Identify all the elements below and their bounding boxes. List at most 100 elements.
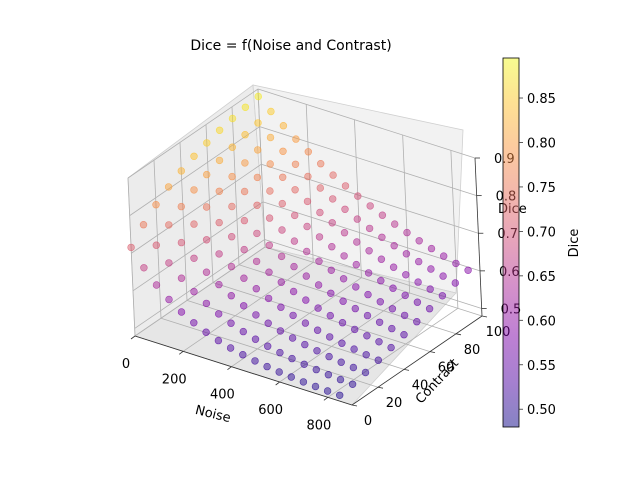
y-tick-mark bbox=[377, 386, 384, 389]
data-point bbox=[425, 305, 434, 313]
data-point bbox=[264, 294, 273, 303]
data-point bbox=[267, 107, 275, 116]
data-point bbox=[266, 187, 274, 195]
data-point bbox=[253, 201, 261, 210]
data-point bbox=[253, 173, 262, 182]
x-tick-mark bbox=[130, 335, 136, 340]
data-point bbox=[215, 187, 224, 196]
y-tick-label: 20 bbox=[386, 396, 403, 411]
data-point bbox=[288, 334, 297, 342]
data-point bbox=[439, 272, 447, 280]
data-point bbox=[279, 147, 287, 156]
data-point bbox=[389, 263, 398, 271]
data-point bbox=[452, 259, 460, 268]
data-point bbox=[365, 247, 373, 255]
y-tick-label: 0 bbox=[364, 414, 372, 429]
data-point bbox=[315, 233, 324, 241]
left-gridline-y bbox=[205, 124, 214, 283]
y-tick-mark bbox=[403, 369, 410, 371]
data-point bbox=[413, 318, 421, 326]
data-point bbox=[329, 195, 337, 203]
data-point bbox=[190, 254, 198, 262]
data-point bbox=[240, 245, 248, 254]
data-point bbox=[440, 252, 448, 260]
data-point bbox=[152, 201, 160, 209]
data-point bbox=[324, 371, 333, 379]
left-gridline-y bbox=[153, 160, 162, 319]
back-gridline-z bbox=[261, 163, 479, 234]
axes-panes bbox=[127, 84, 464, 406]
data-point bbox=[177, 308, 186, 316]
data-point bbox=[354, 192, 362, 200]
data-point bbox=[215, 250, 223, 258]
data-point bbox=[190, 152, 198, 161]
data-point bbox=[279, 173, 287, 182]
data-point bbox=[177, 274, 186, 282]
colorbar-ticks: 0.50 0.55 0.60 0.65 0.70 0.75 0.80 0.85 bbox=[519, 92, 556, 418]
data-point bbox=[214, 336, 223, 345]
data-point bbox=[304, 172, 312, 181]
data-point bbox=[252, 285, 260, 293]
data-point bbox=[290, 262, 298, 271]
data-point bbox=[339, 297, 347, 305]
data-point bbox=[228, 202, 236, 211]
data-point bbox=[400, 331, 408, 339]
data-point bbox=[301, 340, 309, 349]
x-axis-line bbox=[134, 335, 353, 406]
data-point bbox=[291, 211, 299, 220]
data-point bbox=[226, 344, 235, 352]
data-point bbox=[277, 278, 285, 286]
data-point bbox=[278, 226, 286, 234]
left-gridline-z bbox=[129, 126, 260, 216]
data-point bbox=[203, 170, 211, 179]
data-point bbox=[314, 281, 323, 289]
data-point bbox=[390, 242, 398, 250]
data-point bbox=[241, 103, 250, 112]
data-point bbox=[228, 114, 237, 123]
data-point bbox=[401, 291, 409, 300]
data-point bbox=[203, 139, 211, 147]
data-point bbox=[414, 278, 422, 286]
data-point bbox=[438, 292, 447, 300]
data-point bbox=[252, 257, 261, 266]
data-point bbox=[353, 215, 361, 223]
y-tick-label: 80 bbox=[464, 343, 481, 358]
data-point bbox=[277, 252, 286, 261]
data-point bbox=[215, 156, 224, 165]
data-point bbox=[152, 281, 161, 289]
data-point bbox=[264, 319, 272, 327]
data-point bbox=[252, 311, 260, 319]
data-point bbox=[426, 285, 434, 293]
y-tick-mark bbox=[481, 315, 488, 318]
x-tick-mark bbox=[178, 351, 184, 355]
left-gridline-z bbox=[132, 201, 264, 292]
data-point bbox=[391, 220, 399, 228]
data-point bbox=[202, 299, 211, 308]
data-point bbox=[350, 345, 358, 353]
floor-gridline-y bbox=[264, 246, 483, 317]
data-point bbox=[165, 259, 173, 267]
data-point bbox=[415, 257, 423, 266]
data-point bbox=[228, 172, 236, 181]
data-point bbox=[165, 221, 173, 229]
data-point bbox=[377, 277, 385, 285]
data-point bbox=[202, 236, 211, 244]
data-point bbox=[288, 354, 296, 363]
data-point bbox=[177, 202, 186, 211]
data-point bbox=[400, 311, 409, 320]
back-gridline-x bbox=[305, 104, 314, 263]
data-point bbox=[277, 303, 285, 311]
data-point bbox=[227, 262, 236, 271]
data-point bbox=[413, 298, 422, 306]
data-point bbox=[366, 202, 374, 210]
data-point bbox=[352, 260, 360, 269]
data-point bbox=[415, 237, 423, 245]
data-point bbox=[228, 233, 236, 241]
data-point bbox=[427, 265, 435, 273]
x-tick-label: 200 bbox=[162, 372, 187, 387]
colorbar-tick-label: 0.80 bbox=[527, 136, 556, 151]
data-point bbox=[313, 326, 322, 334]
data-point bbox=[351, 325, 359, 334]
left-gridline-y bbox=[127, 177, 136, 337]
x-tick-mark bbox=[323, 397, 329, 401]
